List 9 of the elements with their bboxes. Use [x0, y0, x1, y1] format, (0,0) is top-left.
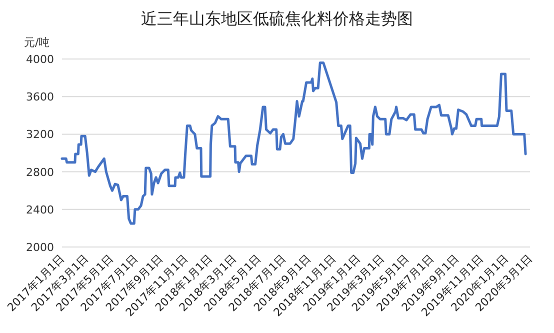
y-tick-label: 2800: [26, 166, 54, 179]
y-tick-label: 3200: [26, 128, 54, 142]
chart-title: 近三年山东地区低硫焦化料价格走势图: [141, 9, 413, 28]
line-series: [60, 62, 527, 225]
y-tick-label: 3600: [26, 90, 54, 104]
y-tick-label: 2400: [26, 203, 54, 216]
y-axis-title: 元/吨: [24, 36, 50, 49]
y-tick-label: 2000: [26, 241, 54, 254]
y-tick-label: 4000: [26, 53, 54, 66]
